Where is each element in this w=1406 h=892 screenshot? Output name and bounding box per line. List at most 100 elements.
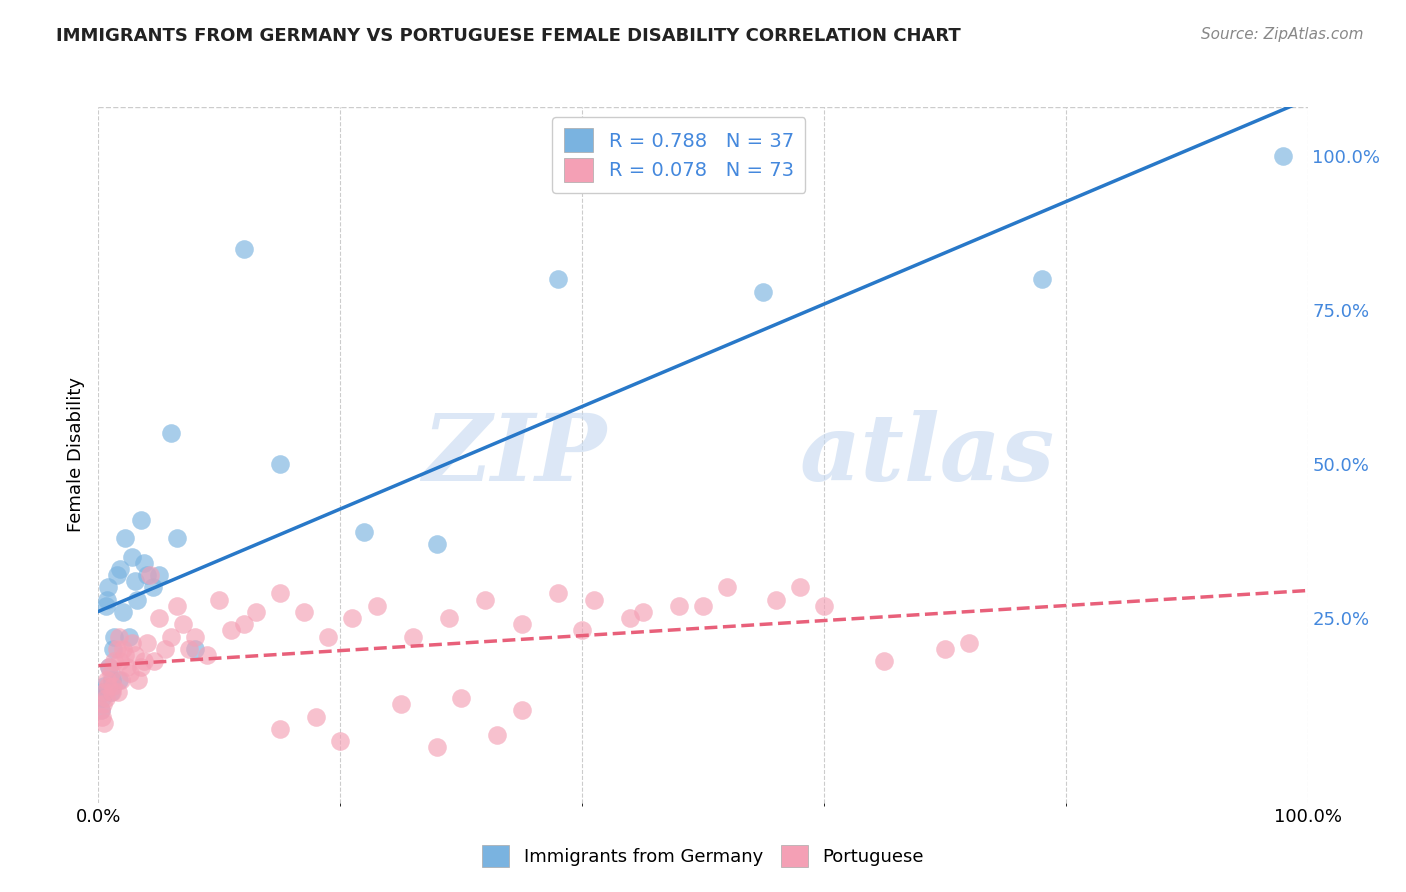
Point	[342, 611, 364, 625]
Point	[124, 574, 146, 589]
Point	[166, 531, 188, 545]
Point	[97, 679, 120, 693]
Point	[547, 272, 569, 286]
Point	[571, 624, 593, 638]
Point	[101, 641, 124, 656]
Point	[668, 599, 690, 613]
Point	[1272, 149, 1295, 163]
Point	[101, 679, 124, 693]
Point	[98, 660, 121, 674]
Text: Source: ZipAtlas.com: Source: ZipAtlas.com	[1201, 27, 1364, 42]
Point	[172, 617, 194, 632]
Point	[179, 641, 201, 656]
Point	[139, 568, 162, 582]
Point	[353, 524, 375, 539]
Point	[148, 568, 170, 582]
Point	[269, 586, 291, 600]
Point	[813, 599, 835, 613]
Point	[127, 673, 149, 687]
Point	[510, 617, 533, 632]
Point	[437, 611, 460, 625]
Point	[134, 654, 156, 668]
Point	[110, 673, 132, 687]
Point	[97, 580, 120, 594]
Point	[108, 562, 131, 576]
Point	[114, 531, 136, 545]
Point	[117, 660, 139, 674]
Point	[957, 636, 980, 650]
Point	[90, 703, 112, 717]
Point	[103, 630, 125, 644]
Point	[96, 673, 118, 687]
Point	[129, 512, 152, 526]
Point	[269, 722, 291, 736]
Point	[94, 691, 117, 706]
Point	[450, 691, 472, 706]
Y-axis label: Female Disability: Female Disability	[66, 377, 84, 533]
Point	[426, 537, 449, 551]
Point	[873, 654, 896, 668]
Text: IMMIGRANTS FROM GERMANY VS PORTUGUESE FEMALE DISABILITY CORRELATION CHART: IMMIGRANTS FROM GERMANY VS PORTUGUESE FE…	[56, 27, 960, 45]
Point	[316, 630, 339, 644]
Point	[142, 580, 165, 594]
Point	[100, 673, 122, 687]
Point	[91, 685, 114, 699]
Legend: Immigrants from Germany, Portuguese: Immigrants from Germany, Portuguese	[475, 838, 931, 874]
Point	[166, 599, 188, 613]
Point	[94, 599, 117, 613]
Point	[121, 636, 143, 650]
Point	[305, 709, 328, 723]
Point	[1031, 272, 1053, 286]
Point	[134, 556, 156, 570]
Point	[426, 740, 449, 755]
Point	[108, 654, 131, 668]
Point	[208, 592, 231, 607]
Point	[91, 698, 114, 712]
Point	[135, 568, 157, 582]
Point	[93, 685, 115, 699]
Point	[105, 641, 128, 656]
Point	[129, 660, 152, 674]
Point	[93, 679, 115, 693]
Point	[195, 648, 218, 662]
Point	[221, 624, 243, 638]
Point	[96, 592, 118, 607]
Point	[510, 703, 533, 717]
Point	[107, 685, 129, 699]
Point	[184, 630, 207, 644]
Point	[91, 691, 114, 706]
Point	[160, 426, 183, 441]
Point	[547, 586, 569, 600]
Point	[402, 630, 425, 644]
Point	[153, 641, 176, 656]
Point	[389, 698, 412, 712]
Point	[934, 641, 956, 656]
Point	[292, 605, 315, 619]
Point	[329, 734, 352, 748]
Point	[245, 605, 267, 619]
Legend: R = 0.788   N = 37, R = 0.078   N = 73: R = 0.788 N = 37, R = 0.078 N = 73	[553, 117, 806, 194]
Point	[98, 660, 121, 674]
Point	[91, 709, 114, 723]
Point	[108, 673, 131, 687]
Point	[148, 611, 170, 625]
Point	[111, 605, 134, 619]
Point	[103, 654, 125, 668]
Point	[232, 617, 254, 632]
Point	[111, 641, 134, 656]
Point	[135, 636, 157, 650]
Point	[232, 242, 254, 256]
Point	[583, 592, 606, 607]
Point	[765, 592, 787, 607]
Point	[121, 549, 143, 564]
Point	[752, 285, 775, 299]
Point	[118, 666, 141, 681]
Point	[184, 641, 207, 656]
Point	[108, 630, 131, 644]
Point	[100, 685, 122, 699]
Point	[631, 605, 654, 619]
Point	[124, 648, 146, 662]
Point	[93, 715, 115, 730]
Point	[90, 703, 112, 717]
Text: ZIP: ZIP	[422, 410, 606, 500]
